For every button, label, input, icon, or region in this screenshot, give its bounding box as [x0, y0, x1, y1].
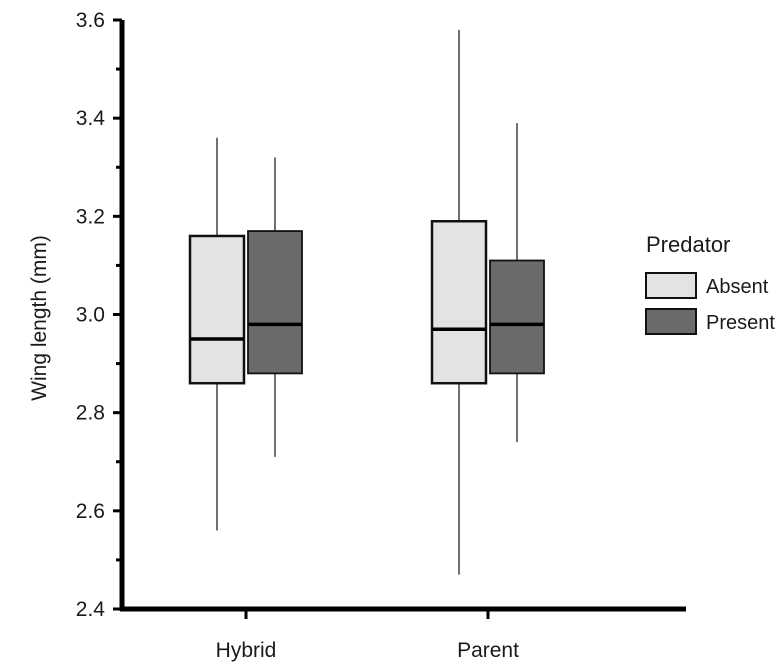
y-axis: 2.4 2.6 2.8 3.0 3.2 3.4 3.6: [76, 9, 125, 621]
y-tick-label: 3.0: [76, 304, 105, 327]
y-tick-label: 3.6: [76, 9, 105, 32]
x-tick-label: Parent: [457, 639, 519, 662]
legend: Predator Absent Present: [645, 232, 775, 335]
legend-label-present: Present: [706, 312, 775, 334]
box-absent: [188, 234, 246, 385]
x-axis: Hybrid Parent: [120, 606, 686, 662]
y-tick-label: 3.2: [76, 205, 105, 228]
box-present: [247, 230, 303, 375]
legend-swatch-absent: [645, 272, 697, 299]
y-tick-label: 2.8: [76, 402, 105, 425]
y-tick-label: 2.6: [76, 500, 105, 523]
box-series: [188, 29, 545, 575]
legend-title: Predator: [646, 232, 730, 257]
legend-label-absent: Absent: [706, 276, 769, 298]
y-tick-label: 2.4: [76, 598, 106, 621]
y-tick-label: 3.4: [76, 107, 106, 130]
legend-swatch-present: [645, 308, 697, 335]
box-present: [489, 259, 545, 375]
y-axis-title: Wing length (mm): [28, 235, 51, 401]
x-tick-label: Hybrid: [216, 639, 277, 662]
box-absent: [430, 219, 488, 385]
